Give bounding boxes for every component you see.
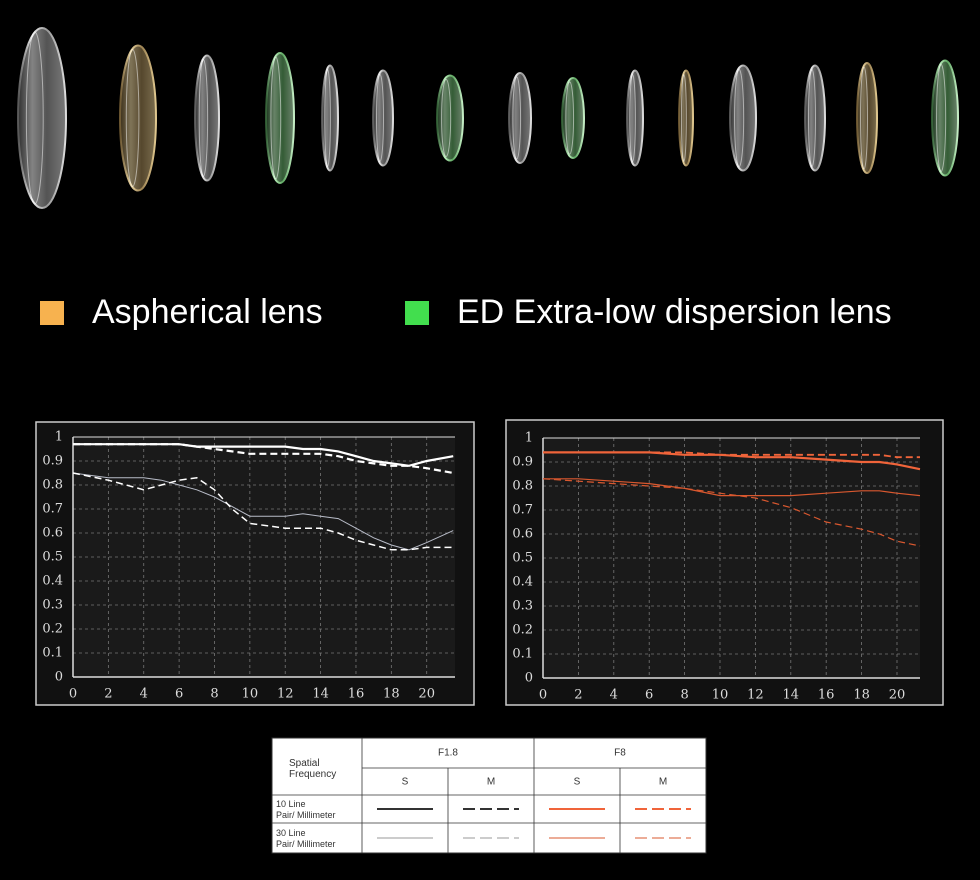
lens (436, 74, 464, 162)
charts: 00.10.20.30.40.50.60.70.80.910 2 4 6 8 10 12 14… (35, 419, 944, 706)
lens-edge (324, 69, 331, 167)
lens-edge (376, 74, 384, 162)
legend-swatch (405, 301, 429, 325)
y-tick-label: 0.2 (512, 623, 533, 638)
lens-edge (565, 81, 575, 155)
y-tick-label: 0.6 (512, 527, 533, 542)
y-tick-label: 0 (55, 670, 63, 685)
y-tick-label: 0.3 (512, 599, 533, 614)
chart: 00.10.20.30.40.50.60.70.80.910 2 4 6 8 10 12 14… (35, 421, 475, 706)
column-label: M (659, 777, 667, 788)
x-tick-label: 20 (889, 688, 906, 703)
x-tick-label: 6 (645, 688, 653, 703)
lens-edge (629, 74, 636, 162)
y-tick-label: 0.6 (42, 526, 63, 541)
lens-edge (808, 69, 816, 167)
lens (17, 27, 67, 209)
x-tick-label: 4 (140, 687, 148, 702)
x-tick-label: 10 (242, 687, 259, 702)
legend-label: ED Extra-low dispersion lens (457, 293, 892, 331)
y-tick-label: 0.9 (42, 454, 63, 469)
lens-edge (512, 76, 522, 160)
x-tick-label: 2 (104, 687, 112, 702)
table-bg (271, 737, 707, 854)
y-tick-label: 0 (525, 671, 533, 686)
x-tick-label: 18 (853, 688, 870, 703)
lens-edge (25, 31, 44, 205)
lens-edge (734, 69, 745, 167)
y-tick-label: 0.2 (42, 622, 63, 637)
lens (561, 77, 585, 159)
lens (508, 72, 532, 164)
y-tick-label: 0.7 (42, 502, 63, 517)
x-tick-label: 0 (69, 687, 77, 702)
series-line (73, 443, 454, 475)
x-tick-label: 16 (348, 687, 365, 702)
x-tick-label: 6 (175, 687, 183, 702)
y-tick-label: 0.3 (42, 598, 63, 613)
table-label: 10 Line Pair/ Millimeter (276, 799, 336, 820)
y-tick-label: 0.4 (42, 574, 63, 589)
series-line (543, 478, 921, 497)
x-tick-label: 14 (783, 688, 800, 703)
series-line (542, 478, 921, 547)
lens-edge (936, 64, 947, 172)
chart: 00.10.20.30.40.50.60.70.80.910 2 4 6 8 10 12 14… (505, 419, 944, 706)
x-tick-label: 14 (312, 687, 329, 702)
lens-edge (680, 74, 687, 162)
lens (729, 64, 757, 172)
lens (119, 44, 157, 192)
lens-legend: Aspherical lens ED Extra-low dispersion l… (40, 293, 892, 331)
key-table: Spatial Frequency F1.8 F8 S M S M 10 Line Pair/ M… (271, 737, 707, 854)
y-tick-label: 0.7 (512, 503, 533, 518)
lens-elements (17, 27, 959, 209)
x-tick-label: 18 (383, 687, 400, 702)
lens-edge (198, 59, 209, 177)
table-label: 30 Line Pair/ Millimeter (276, 828, 336, 849)
y-tick-label: 1 (55, 430, 63, 445)
y-tick-label: 0.8 (42, 478, 63, 493)
y-tick-label: 0.5 (512, 551, 533, 566)
x-tick-label: 8 (680, 688, 688, 703)
y-tick-label: 0.9 (512, 455, 533, 470)
lens-edge (441, 79, 452, 157)
table-label: Spatial Frequency (289, 758, 336, 780)
x-tick-label: 4 (610, 688, 618, 703)
x-tick-label: 16 (818, 688, 835, 703)
x-tick-label: 10 (712, 688, 729, 703)
y-tick-label: 0.1 (42, 646, 63, 661)
legend-label: Aspherical lens (92, 293, 323, 331)
x-tick-label: 8 (210, 687, 218, 702)
lens (194, 54, 220, 182)
y-tick-label: 0.5 (42, 550, 63, 565)
series-line (72, 472, 454, 551)
x-tick-label: 12 (277, 687, 294, 702)
x-tick-label: 12 (747, 688, 764, 703)
aperture-label: F8 (614, 748, 626, 759)
aperture-label: F1.8 (438, 748, 458, 759)
y-tick-label: 0.4 (512, 575, 533, 590)
lens-edge (860, 66, 868, 170)
y-tick-label: 0.1 (512, 647, 533, 662)
series-line (543, 451, 920, 459)
y-tick-label: 1 (525, 431, 533, 446)
x-tick-label: 2 (574, 688, 582, 703)
x-tick-label: 20 (418, 687, 435, 702)
lens (265, 52, 295, 184)
column-label: M (487, 777, 495, 788)
column-label: S (574, 777, 581, 788)
lens (931, 59, 959, 177)
column-label: S (402, 777, 409, 788)
lens-edge (125, 49, 140, 187)
x-tick-label: 0 (539, 688, 547, 703)
series-line (72, 472, 454, 551)
y-tick-label: 0.8 (512, 479, 533, 494)
lens-edge (270, 56, 282, 180)
legend-swatch (40, 301, 64, 325)
